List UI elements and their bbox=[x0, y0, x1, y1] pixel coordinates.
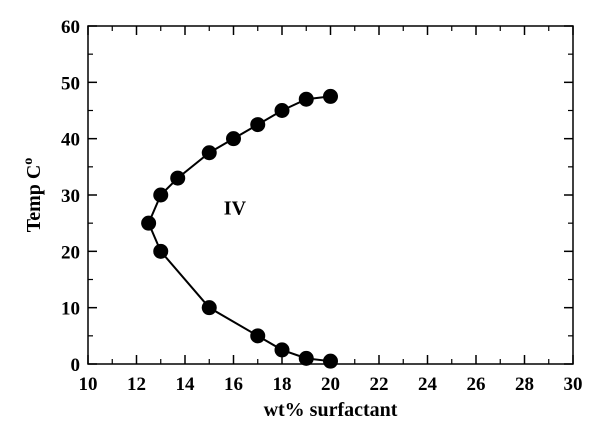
data-point bbox=[141, 215, 157, 231]
x-axis-title: wt% surfactant bbox=[264, 399, 398, 421]
data-series bbox=[141, 88, 338, 369]
x-tick-label: 22 bbox=[370, 374, 389, 395]
data-point bbox=[298, 350, 314, 366]
x-tick-label: 16 bbox=[224, 374, 243, 395]
y-tick-label: 30 bbox=[61, 186, 80, 207]
x-tick-label: 26 bbox=[467, 374, 486, 395]
x-tick-label: 10 bbox=[79, 374, 98, 395]
data-point bbox=[226, 131, 241, 147]
data-point bbox=[250, 328, 266, 344]
y-tick-label: 20 bbox=[61, 242, 80, 263]
x-tick-label: 30 bbox=[564, 374, 583, 395]
x-tick-label: 18 bbox=[273, 374, 292, 395]
data-point bbox=[153, 243, 169, 259]
data-point bbox=[274, 342, 290, 358]
y-tick-label: 40 bbox=[61, 130, 80, 151]
x-tick-label: 12 bbox=[127, 374, 146, 395]
y-tick-label: 50 bbox=[61, 73, 80, 94]
annotations: IV bbox=[224, 198, 247, 220]
y-tick-label: 10 bbox=[61, 299, 80, 320]
data-point bbox=[170, 170, 186, 186]
x-tick-label: 14 bbox=[176, 374, 196, 395]
data-point bbox=[323, 353, 338, 369]
axis-ticks bbox=[87, 25, 574, 365]
x-tick-label: 20 bbox=[321, 374, 340, 395]
data-point bbox=[153, 187, 169, 203]
y-axis-title: Temp Co bbox=[21, 158, 45, 233]
y-axis-title-superscript: o bbox=[21, 158, 36, 165]
y-axis-title-text: Temp C bbox=[23, 165, 45, 233]
data-point bbox=[201, 300, 217, 316]
data-point bbox=[323, 88, 338, 104]
region-label: IV bbox=[224, 198, 247, 220]
data-point bbox=[250, 117, 266, 133]
x-tick-label: 28 bbox=[515, 374, 534, 395]
data-point bbox=[298, 91, 314, 107]
data-point bbox=[274, 103, 290, 118]
data-point bbox=[201, 145, 217, 161]
y-tick-label: 0 bbox=[71, 355, 81, 376]
y-tick-label: 60 bbox=[61, 17, 80, 38]
x-tick-label: 24 bbox=[418, 374, 438, 395]
